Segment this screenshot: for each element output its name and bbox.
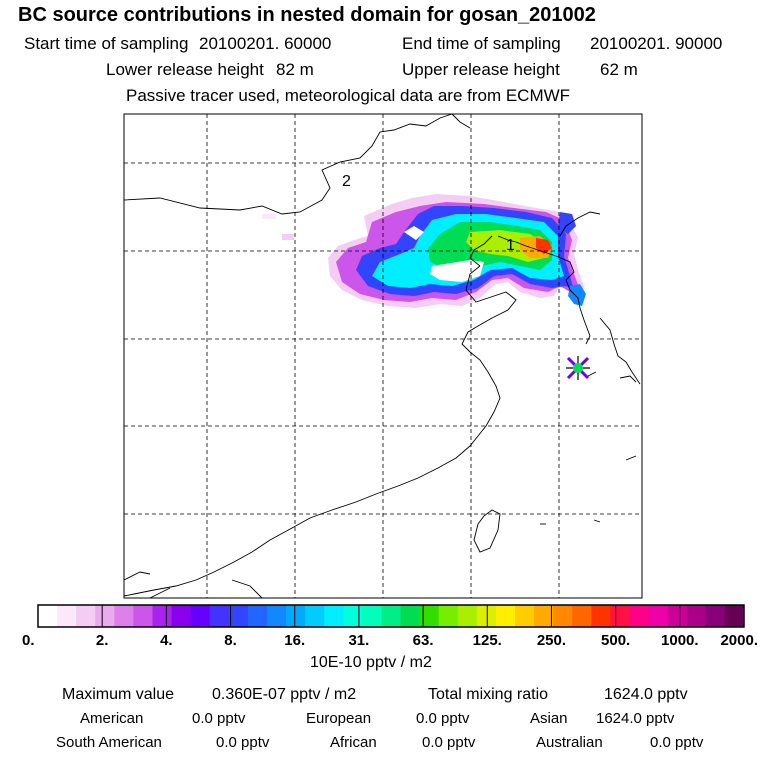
colorbar-swatch <box>400 605 421 627</box>
colorbar-swatch <box>515 605 535 627</box>
max-value-label: Maximum value <box>62 686 175 703</box>
colorbar-swatch <box>343 605 363 627</box>
colorbar-swatch <box>152 605 173 627</box>
colorbar-tick-label: 500. <box>601 632 630 649</box>
colorbar-tick-label: 1000. <box>661 632 699 649</box>
start-time-value: 20100201. 60000 <box>199 34 332 53</box>
max-value: 0.360E-07 pptv / m2 <box>212 686 357 703</box>
colorbar-tick-label: 125. <box>473 632 502 649</box>
colorbar-swatch <box>686 605 707 627</box>
start-time-label: Start time of sampling <box>24 34 189 53</box>
region-value: 0.0 pptv <box>422 734 476 751</box>
upper-height-label: Upper release height <box>402 60 560 79</box>
colorbar-border <box>37 604 745 628</box>
colorbar-swatch <box>553 605 573 627</box>
colorbar-swatch <box>190 605 211 627</box>
colorbar-swatch <box>457 605 478 627</box>
colorbar-tick-label: 63. <box>413 632 434 649</box>
colorbar-swatch <box>534 605 554 627</box>
colorbar-swatch <box>438 605 459 627</box>
colorbar-unit: 10E-10 pptv / m2 <box>310 654 432 671</box>
colorbar-swatch <box>572 605 592 627</box>
colorbar-tick-label: 4. <box>160 632 173 649</box>
colorbar: 0. 2. 4. 8. 16. 31. 63. 125. 250. 500. 1000. 2000. <box>22 604 758 649</box>
total-mixing-label: Total mixing ratio <box>428 686 549 703</box>
colorbar-swatch <box>305 605 325 627</box>
colorbar-swatch <box>610 605 631 627</box>
region-name: South American <box>56 734 162 751</box>
colorbar-swatch <box>705 605 726 627</box>
colorbar-swatch <box>724 605 745 627</box>
gosan-marker-icon <box>566 356 590 380</box>
colorbar-swatch <box>266 605 287 627</box>
colorbar-swatch <box>171 605 192 627</box>
region-value: 0.0 pptv <box>416 710 470 727</box>
colorbar-swatch <box>667 605 688 627</box>
marker-label-2: 2 <box>342 173 351 190</box>
region-name: Australian <box>536 734 603 751</box>
tracer-note: Passive tracer used, meteorological data… <box>126 86 571 105</box>
region-name: European <box>306 710 372 727</box>
lower-height-label: Lower release height <box>106 60 264 79</box>
marker-label-1: 1 <box>506 237 515 254</box>
region-value: 0.0 pptv <box>192 710 246 727</box>
colorbar-tick-label: 250. <box>537 632 566 649</box>
region-name: African <box>330 734 377 751</box>
upper-height-value: 62 m <box>600 60 638 79</box>
region-value: 0.0 pptv <box>650 734 704 751</box>
colorbar-swatch <box>381 605 402 627</box>
region-name: American <box>80 710 144 727</box>
end-time-value: 20100201. 90000 <box>590 34 723 53</box>
colorbar-swatch <box>591 605 611 627</box>
colorbar-swatch <box>38 605 58 627</box>
end-time-label: End time of sampling <box>402 34 561 53</box>
colorbar-swatch <box>476 605 497 627</box>
colorbar-tick-label: 2000. <box>720 632 758 649</box>
colorbar-swatch <box>76 605 96 627</box>
region-value: 0.0 pptv <box>216 734 270 751</box>
colorbar-tick-label: 8. <box>224 632 237 649</box>
region-value: 1624.0 pptv <box>596 710 675 727</box>
total-mixing-value: 1624.0 pptv <box>604 686 688 703</box>
colorbar-tick-label: 2. <box>96 632 109 649</box>
coastlines <box>123 113 641 599</box>
colorbar-swatch <box>247 605 268 627</box>
colorbar-swatch <box>286 605 306 627</box>
colorbar-swatch <box>362 605 382 627</box>
colorbar-swatch <box>95 605 115 627</box>
colorbar-swatch <box>228 605 249 627</box>
colorbar-swatch <box>133 605 153 627</box>
colorbar-swatch <box>419 605 440 627</box>
colorbar-tick-label: 0. <box>22 632 35 649</box>
lat-lon-grid <box>124 114 642 598</box>
colorbar-swatch <box>57 605 77 627</box>
page-title: BC source contributions in nested domain… <box>18 4 596 26</box>
region-name: Asian <box>530 710 568 727</box>
colorbar-swatch <box>324 605 344 627</box>
colorbar-swatch <box>648 605 669 627</box>
colorbar-swatch <box>114 605 134 627</box>
colorbar-swatch <box>629 605 650 627</box>
colorbar-swatch <box>495 605 516 627</box>
colorbar-tick-label: 31. <box>348 632 369 649</box>
colorbar-tick-label: 16. <box>284 632 305 649</box>
colorbar-swatch <box>209 605 230 627</box>
lower-height-value: 82 m <box>276 60 314 79</box>
